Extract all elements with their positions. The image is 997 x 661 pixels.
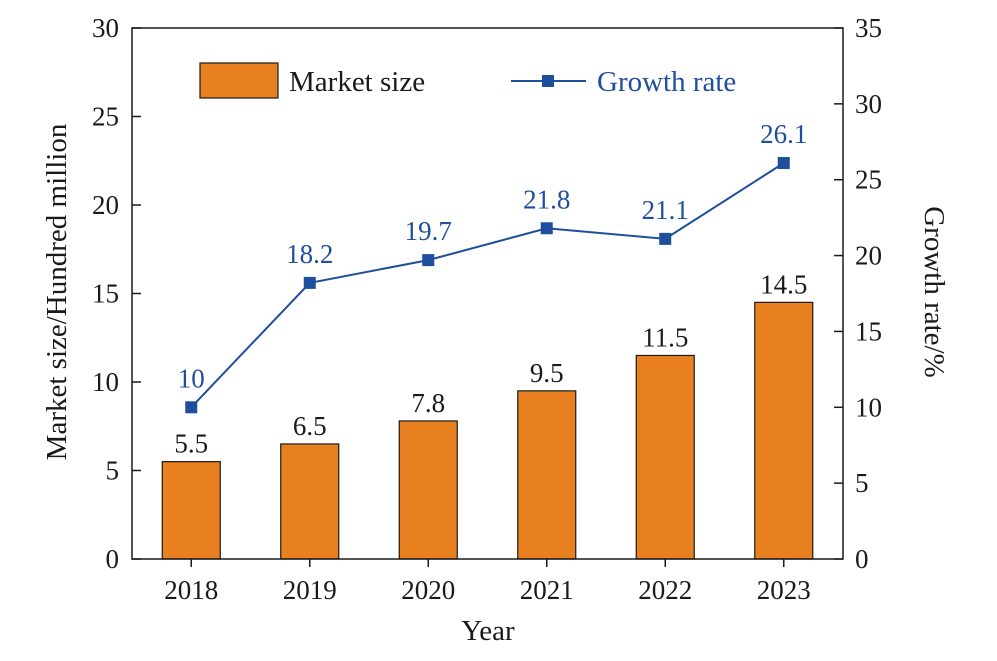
growth-rate-marker-2023 xyxy=(777,157,790,170)
growth-rate-line xyxy=(190,162,785,408)
growth-rate-marker-2020 xyxy=(422,254,435,267)
bar-2020 xyxy=(398,420,458,560)
y-right-tick-label-0: 0 xyxy=(855,544,869,574)
growth-rate-value-label-2018: 10 xyxy=(178,363,205,393)
y-left-tick-label-15: 15 xyxy=(92,279,119,309)
growth-rate-value-label-2020: 19.7 xyxy=(405,216,452,246)
y-left-tick-label-0: 0 xyxy=(106,544,120,574)
y-right-tick-label-20: 20 xyxy=(855,241,882,271)
legend-growth-rate-label: Growth rate xyxy=(597,66,736,98)
legend-market-size-label: Market size xyxy=(289,66,425,98)
x-tick-label-2022: 2022 xyxy=(638,575,692,605)
y-left-tick-label-30: 30 xyxy=(92,13,119,43)
growth-rate-marker-2021 xyxy=(540,222,553,235)
bar-value-label-2023: 14.5 xyxy=(760,269,807,299)
y-right-tick-label-35: 35 xyxy=(855,13,882,43)
y-left-tick-label-25: 25 xyxy=(92,102,119,132)
bar-2022 xyxy=(635,354,695,560)
x-tick-label-2020: 2020 xyxy=(401,575,455,605)
growth-rate-marker-2019 xyxy=(303,276,316,289)
growth-rate-value-label-2021: 21.8 xyxy=(523,184,570,214)
y-axis-left-title: Market size/Hundred million xyxy=(41,123,73,460)
bar-2021 xyxy=(517,390,577,560)
axes-layer xyxy=(131,27,844,567)
y-right-tick-label-30: 30 xyxy=(855,89,882,119)
y-left-tick-label-10: 10 xyxy=(92,367,119,397)
x-tick-label-2018: 2018 xyxy=(164,575,218,605)
labels-layer: 5.5 6.5 7.8 9.5 11.5 14.5 10 18.2 19.7 21.8 21.1 26… xyxy=(92,13,882,605)
y-axis-right-title: Growth rate/% xyxy=(918,206,950,378)
y-right-tick-label-10: 10 xyxy=(855,392,882,422)
growth-rate-value-label-2019: 18.2 xyxy=(286,239,333,269)
growth-rate-marker-2018 xyxy=(185,401,198,414)
growth-rate-value-label-2023: 26.1 xyxy=(760,119,807,149)
bar-value-label-2020: 7.8 xyxy=(411,388,445,418)
x-tick-label-2021: 2021 xyxy=(520,575,574,605)
legend: Market size Growth rate xyxy=(199,62,736,99)
bar-2019 xyxy=(280,443,340,560)
y-left-tick-label-20: 20 xyxy=(92,190,119,220)
bars-layer xyxy=(161,301,814,560)
bar-value-label-2019: 6.5 xyxy=(293,411,327,441)
bar-2023 xyxy=(754,301,814,560)
bar-value-label-2021: 9.5 xyxy=(530,358,564,388)
legend-market-size-swatch xyxy=(199,62,279,99)
y-right-tick-label-5: 5 xyxy=(855,468,869,498)
y-right-tick-label-25: 25 xyxy=(855,165,882,195)
y-right-tick-label-15: 15 xyxy=(855,316,882,346)
bar-value-label-2018: 5.5 xyxy=(174,429,208,459)
growth-rate-marker-2022 xyxy=(659,232,672,245)
plot-frame xyxy=(131,27,844,560)
bar-2018 xyxy=(161,461,221,560)
x-tick-label-2023: 2023 xyxy=(757,575,811,605)
legend-growth-rate-marker xyxy=(542,75,554,87)
bar-value-label-2022: 11.5 xyxy=(642,322,688,352)
line-layer xyxy=(185,157,790,414)
x-axis-title: Year xyxy=(461,615,515,647)
y-left-tick-label-5: 5 xyxy=(106,456,120,486)
x-tick-label-2019: 2019 xyxy=(283,575,337,605)
growth-rate-value-label-2022: 21.1 xyxy=(642,195,689,225)
